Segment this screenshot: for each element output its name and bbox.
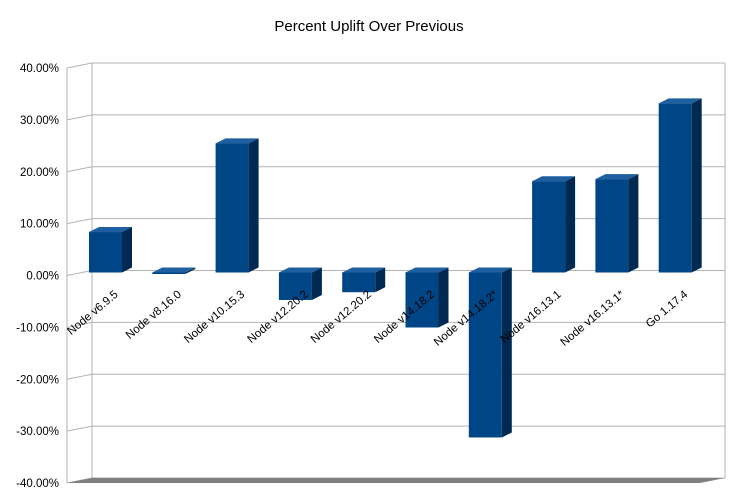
bar-top xyxy=(215,138,259,144)
bar-top xyxy=(405,267,449,273)
bar xyxy=(468,267,512,438)
bar-layer xyxy=(89,98,702,438)
gridline-side xyxy=(66,166,93,173)
x-tick-label: Go 1.17.4 xyxy=(644,288,691,330)
bar-top xyxy=(152,267,196,273)
chart-title: Percent Uplift Over Previous xyxy=(274,18,463,35)
bar-front xyxy=(532,181,566,273)
bar-front xyxy=(215,143,249,273)
bar-top xyxy=(658,98,702,104)
x-tick-label: Node v10.15.3 xyxy=(182,289,247,346)
bar-top xyxy=(468,267,512,273)
bar-top xyxy=(278,267,322,273)
gridline-side xyxy=(66,321,93,328)
bar-front xyxy=(278,272,312,300)
bar-front xyxy=(405,272,439,328)
bar-side xyxy=(691,98,702,273)
y-tick-label: -10.00% xyxy=(16,322,59,334)
bar-front xyxy=(342,272,376,293)
y-tick-label: 40.00% xyxy=(20,63,59,75)
bar-side xyxy=(185,267,196,274)
gridline-side xyxy=(66,218,93,225)
gridline-side xyxy=(66,270,93,276)
bar-side xyxy=(438,267,449,328)
bar xyxy=(532,176,576,273)
bar xyxy=(89,227,132,273)
bar-front xyxy=(89,232,122,273)
x-tick-label: Node v12.20.2 xyxy=(246,289,311,346)
y-tick-label: 20.00% xyxy=(20,167,59,179)
bar-side xyxy=(122,227,132,273)
bar-top xyxy=(89,227,132,233)
y-tick-label: 10.00% xyxy=(20,219,59,231)
bar-front xyxy=(468,272,502,438)
bar-side xyxy=(628,174,639,273)
x-tick-label: Node v6.9.5 xyxy=(65,289,120,338)
y-axis-ticks: -40.00% -30.00% -20.00% -10.00% 0.00% 10.00% 2… xyxy=(16,63,59,490)
x-tick-label: Node v8.16.0 xyxy=(124,289,184,342)
y-tick-label: 30.00% xyxy=(20,115,59,127)
bar xyxy=(215,138,259,273)
bar-top xyxy=(342,267,386,273)
bar-side xyxy=(375,267,386,293)
grid-layer xyxy=(66,62,726,484)
bar-front xyxy=(595,179,629,273)
chart-floor xyxy=(67,478,725,483)
y-tick-label: -20.00% xyxy=(16,374,59,386)
gridline-side xyxy=(66,62,93,69)
bar xyxy=(658,98,702,273)
bar-front xyxy=(152,272,186,274)
bar-side xyxy=(248,138,259,273)
x-tick-label: Node v12.20.2 xyxy=(309,289,374,346)
bar-side xyxy=(311,267,322,300)
bar-front xyxy=(658,103,692,273)
y-tick-label: -30.00% xyxy=(16,426,59,438)
bar xyxy=(342,267,386,293)
x-tick-label: Node v16.13.1* xyxy=(559,288,628,348)
bar-top xyxy=(532,176,576,182)
bar xyxy=(278,267,322,300)
gridline-side xyxy=(66,114,93,121)
bar-top xyxy=(595,174,639,180)
y-tick-label: 0.00% xyxy=(26,271,59,283)
bar xyxy=(152,267,196,274)
bar xyxy=(405,267,449,328)
gridline-side xyxy=(66,373,93,380)
bar-side xyxy=(501,267,512,438)
y-tick-label: -40.00% xyxy=(16,478,59,490)
bar-side xyxy=(565,176,576,273)
bar xyxy=(595,174,639,273)
gridline-side xyxy=(66,425,93,432)
